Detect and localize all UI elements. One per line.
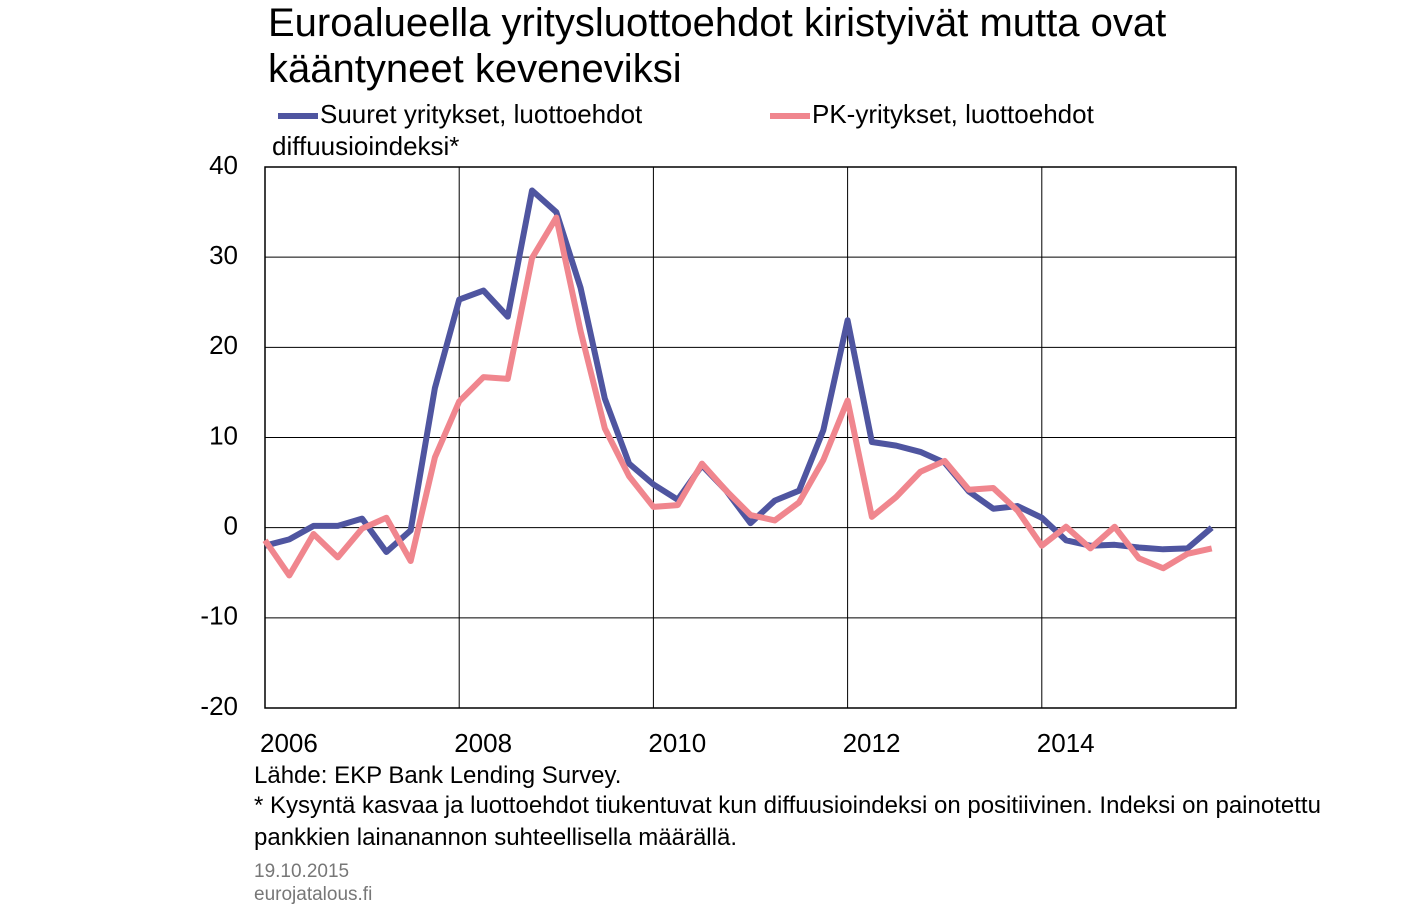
legend-label: Suuret yritykset, luottoehdot [320, 99, 643, 129]
legend-label: PK-yritykset, luottoehdot [812, 99, 1095, 129]
note: * Kysyntä kasvaa ja luottoehdot tiukentu… [254, 792, 1321, 851]
y-tick-label: 0 [224, 511, 238, 541]
y-tick-label: -20 [200, 691, 238, 721]
y-axis-label: diffuusioindeksi* [272, 131, 459, 161]
x-tick-label: 2014 [1037, 728, 1095, 758]
x-tick-label: 2010 [648, 728, 706, 758]
series-line [262, 214, 1213, 579]
x-tick-label: 2008 [454, 728, 512, 758]
y-tick-label: 40 [209, 150, 238, 180]
date: 19.10.2015 [254, 861, 350, 882]
source: Lähde: EKP Bank Lending Survey. [254, 762, 622, 789]
y-tick-label: 10 [209, 420, 238, 450]
series-line [264, 187, 1214, 556]
x-tick-label: 2006 [260, 728, 318, 758]
chart-title: Euroalueella yritysluottoehdot kiristyiv… [268, 1, 1167, 91]
y-tick-label: -10 [200, 601, 238, 631]
x-tick-label: 2012 [843, 728, 901, 758]
plot-frame [264, 166, 1237, 709]
y-tick-label: 30 [209, 240, 238, 270]
y-tick-label: 20 [209, 330, 238, 360]
site: eurojatalous.fi [254, 884, 373, 905]
